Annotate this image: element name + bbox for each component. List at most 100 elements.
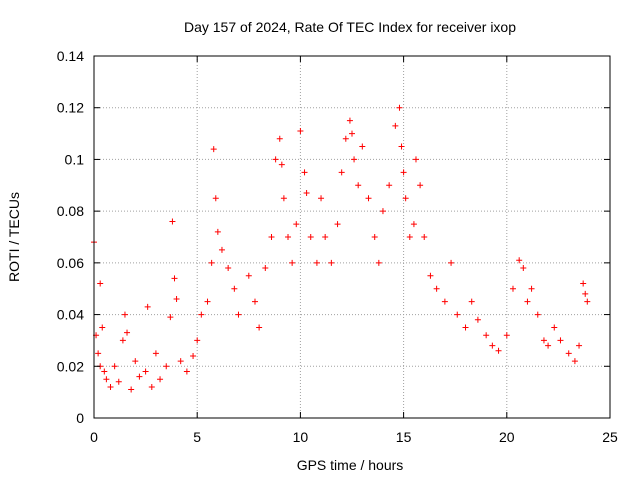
data-point — [119, 337, 126, 344]
data-point — [349, 130, 355, 137]
data-point — [293, 221, 300, 228]
data-point — [582, 290, 589, 297]
data-point — [177, 358, 184, 365]
data-point — [516, 257, 523, 264]
data-point — [371, 234, 378, 240]
y-tick-label: 0.06 — [57, 255, 84, 271]
data-point — [225, 265, 232, 272]
data-point — [576, 342, 583, 349]
data-point — [406, 234, 413, 240]
data-point — [412, 156, 419, 163]
data-point — [355, 182, 362, 189]
data-point — [565, 350, 572, 357]
data-point — [342, 135, 349, 142]
data-point — [396, 104, 403, 111]
data-point — [322, 234, 329, 240]
data-point — [334, 221, 341, 228]
data-point — [417, 182, 424, 189]
data-point — [584, 298, 591, 305]
y-tick-label: 0.1 — [65, 151, 85, 167]
data-point — [540, 337, 547, 344]
data-point — [318, 195, 325, 202]
data-point — [148, 383, 155, 390]
data-point — [303, 190, 310, 197]
data-point — [392, 122, 399, 129]
data-point — [183, 368, 190, 375]
grid — [94, 56, 610, 418]
data-point — [400, 169, 407, 176]
data-point — [489, 342, 496, 349]
data-point — [285, 234, 292, 240]
x-tick-label: 10 — [293, 429, 309, 445]
data-point — [580, 280, 587, 287]
data-point — [441, 298, 448, 305]
data-point — [218, 246, 225, 253]
data-point — [448, 259, 455, 266]
data-point — [483, 332, 490, 339]
data-point — [346, 117, 353, 124]
data-point — [262, 265, 269, 272]
x-tick-label: 0 — [90, 429, 98, 445]
data-point — [256, 324, 263, 331]
data-point — [128, 386, 135, 393]
data-point — [101, 368, 108, 375]
data-point — [121, 311, 128, 318]
data-point — [338, 169, 345, 176]
data-point — [359, 143, 366, 150]
data-point — [520, 265, 527, 272]
data-point — [301, 169, 308, 176]
data-point — [534, 311, 541, 318]
data-point — [251, 298, 258, 305]
data-point — [307, 234, 314, 240]
y-axis-ticks: 0 0.02 0.04 0.06 0.08 0.1 0.12 0.14 — [57, 48, 610, 426]
y-tick-label: 0 — [76, 410, 84, 426]
data-point — [272, 156, 279, 163]
data-point — [132, 358, 139, 365]
data-point — [99, 324, 106, 331]
data-point — [528, 285, 535, 292]
y-tick-label: 0.04 — [57, 307, 84, 323]
data-point — [278, 161, 285, 168]
data-point — [402, 195, 409, 202]
data-point — [136, 373, 143, 380]
data-point — [454, 311, 461, 318]
data-point — [167, 314, 174, 321]
data-point — [95, 350, 102, 357]
data-point — [410, 221, 417, 228]
data-point — [433, 285, 440, 292]
x-axis-ticks: 0 5 10 15 20 25 — [90, 56, 618, 445]
data-point — [163, 363, 170, 370]
data-point — [379, 208, 386, 215]
data-point — [190, 352, 197, 359]
data-point — [386, 182, 393, 189]
data-point — [103, 376, 110, 383]
x-tick-label: 25 — [602, 429, 618, 445]
data-point — [503, 332, 510, 339]
x-tick-label: 20 — [499, 429, 515, 445]
data-point — [474, 316, 481, 323]
data-point — [427, 272, 434, 279]
data-point — [297, 127, 304, 134]
data-point — [524, 298, 531, 305]
x-axis-label: GPS time / hours — [297, 457, 404, 473]
data-point — [208, 259, 215, 266]
data-point — [289, 259, 296, 266]
data-point — [276, 135, 283, 142]
data-point — [421, 234, 428, 240]
data-point — [313, 259, 320, 266]
data-point — [509, 285, 516, 292]
data-point — [235, 311, 242, 318]
data-point — [198, 311, 205, 318]
y-tick-label: 0.08 — [57, 203, 84, 219]
data-point — [231, 285, 238, 292]
data-point — [204, 298, 211, 305]
data-point — [212, 195, 219, 202]
data-point — [328, 259, 335, 266]
data-point — [97, 280, 104, 287]
data-point — [571, 358, 578, 365]
data-point — [210, 146, 217, 153]
data-point — [268, 234, 275, 240]
data-point — [375, 259, 382, 266]
x-tick-label: 15 — [396, 429, 412, 445]
